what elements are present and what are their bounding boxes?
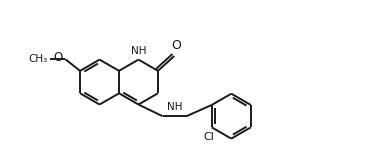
Text: NH: NH [131,47,146,56]
Text: O: O [171,39,181,52]
Text: CH₃: CH₃ [28,54,47,64]
Text: O: O [54,51,63,64]
Text: NH: NH [167,102,182,112]
Text: Cl: Cl [203,132,214,142]
